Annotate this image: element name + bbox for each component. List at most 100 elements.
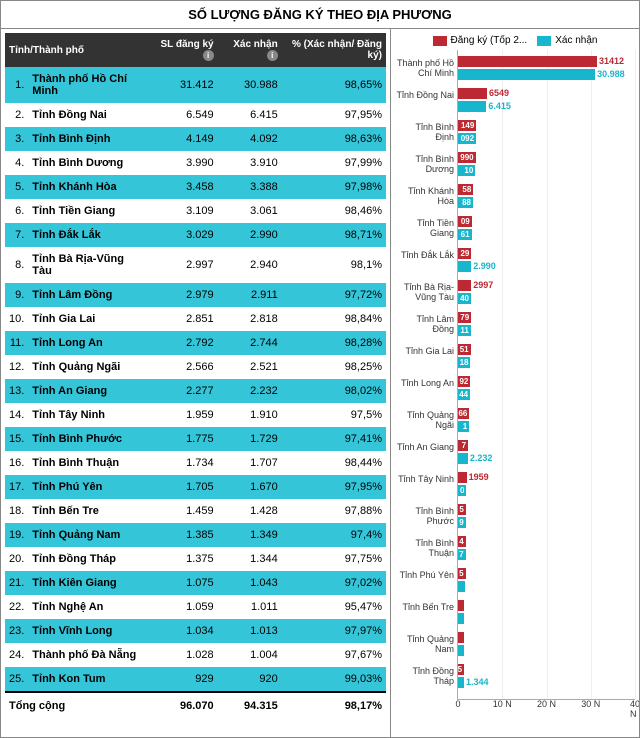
bar-reg[interactable]: 7 [458, 440, 468, 451]
bar-reg[interactable]: 4 [458, 536, 466, 547]
table-row[interactable]: 8.Tỉnh Bà Rịa-Vũng Tàu2.9972.94098,1% [5, 247, 386, 283]
info-icon[interactable]: i [267, 50, 278, 61]
col-pct[interactable]: % (Xác nhận/ Đăng ký) [282, 33, 386, 67]
table-row[interactable]: 20.Tỉnh Đồng Tháp1.3751.34497,75% [5, 547, 386, 571]
bar-conf[interactable] [458, 645, 464, 656]
bar-conf[interactable]: 10 [458, 165, 475, 176]
table-row[interactable]: 2.Tỉnh Đồng Nai6.5496.41597,95% [5, 103, 386, 127]
row-pct: 98,28% [282, 331, 386, 355]
bar-conf[interactable]: 44 [458, 389, 470, 400]
table-row[interactable]: 24.Thành phố Đà Nẵng1.0281.00497,67% [5, 643, 386, 667]
bar-reg[interactable]: 5 [458, 664, 464, 675]
chart-row[interactable]: Tỉnh Bình Định149092 [458, 118, 635, 146]
bar-reg[interactable]: 6549 [458, 88, 487, 99]
chart-row[interactable]: Tỉnh Lâm Đồng7911 [458, 310, 635, 338]
bar-reg[interactable]: 5 [458, 568, 466, 579]
bar-conf[interactable]: 1.344 [458, 677, 464, 688]
chart-row[interactable]: Tỉnh Gia Lai5118 [458, 342, 635, 370]
bar-conf[interactable]: 1 [458, 421, 469, 432]
table-row[interactable]: 25.Tỉnh Kon Tum92992099,03% [5, 667, 386, 692]
chart-row[interactable]: Tỉnh Khánh Hòa5888 [458, 182, 635, 210]
table-row[interactable]: 21.Tỉnh Kiên Giang1.0751.04397,02% [5, 571, 386, 595]
bar-reg[interactable]: 1959 [458, 472, 467, 483]
bar-reg[interactable]: 79 [458, 312, 471, 323]
bar-conf[interactable]: 40 [458, 293, 471, 304]
col-regs[interactable]: SL đăng ký i [146, 33, 217, 67]
col-confirms[interactable]: Xác nhận i [218, 33, 282, 67]
table-row[interactable]: 4.Tỉnh Bình Dương3.9903.91097,99% [5, 151, 386, 175]
bar-reg[interactable]: 58 [458, 184, 473, 195]
table-row[interactable]: 6.Tỉnh Tiền Giang3.1093.06198,46% [5, 199, 386, 223]
chart-row[interactable]: Tỉnh Tiền Giang0961 [458, 214, 635, 242]
chart-row[interactable]: Thành phố Hồ Chí Minh3141230.988 [458, 54, 635, 82]
table-row[interactable]: 3.Tỉnh Bình Định4.1494.09298,63% [5, 127, 386, 151]
chart-row[interactable]: Tỉnh Đồng Tháp51.344 [458, 662, 635, 690]
table-row[interactable]: 19.Tỉnh Quảng Nam1.3851.34997,4% [5, 523, 386, 547]
bar-conf[interactable]: 6.415 [458, 101, 486, 112]
table-row[interactable]: 18.Tỉnh Bến Tre1.4591.42897,88% [5, 499, 386, 523]
chart-row[interactable]: Tỉnh Đồng Nai65496.415 [458, 86, 635, 114]
bar-reg[interactable]: 990 [458, 152, 476, 163]
bar-conf[interactable]: 18 [458, 357, 470, 368]
chart-row-label: Tỉnh Đồng Tháp [396, 666, 454, 686]
table-row[interactable]: 17.Tỉnh Phú Yên1.7051.67097,95% [5, 475, 386, 499]
bar-conf[interactable]: 092 [458, 133, 476, 144]
bar-reg[interactable]: 149 [458, 120, 476, 131]
bar-reg[interactable]: 51 [458, 344, 471, 355]
legend-reg[interactable]: Đăng ký (Tốp 2... [433, 35, 528, 46]
table-row[interactable]: 12.Tỉnh Quảng Ngãi2.5662.52198,25% [5, 355, 386, 379]
chart-row[interactable]: Tỉnh Quảng Ngãi661 [458, 406, 635, 434]
table-row[interactable]: 15.Tỉnh Bình Phước1.7751.72997,41% [5, 427, 386, 451]
chart-row[interactable]: Tỉnh Bình Dương99010 [458, 150, 635, 178]
bar-conf[interactable]: 88 [458, 197, 473, 208]
col-province[interactable]: Tỉnh/Thành phố [5, 33, 146, 67]
chart-row[interactable]: Tỉnh Bến Tre [458, 598, 635, 626]
bar-reg[interactable]: 29 [458, 248, 471, 259]
bar-conf[interactable]: 30.988 [458, 69, 595, 80]
chart-row[interactable]: Tỉnh Bà Rịa-Vũng Tàu299740 [458, 278, 635, 306]
chart-row[interactable]: Tỉnh Đắk Lắk292.990 [458, 246, 635, 274]
table-row[interactable]: 5.Tỉnh Khánh Hòa3.4583.38897,98% [5, 175, 386, 199]
bar-reg[interactable]: 09 [458, 216, 472, 227]
info-icon[interactable]: i [203, 50, 214, 61]
bar-conf[interactable] [458, 581, 465, 592]
chart-row[interactable]: Tỉnh An Giang72.232 [458, 438, 635, 466]
bar-conf[interactable]: 9 [458, 517, 466, 528]
bar-conf[interactable]: 61 [458, 229, 472, 240]
bar-reg[interactable]: 92 [458, 376, 470, 387]
chart-row[interactable]: Tỉnh Quảng Nam [458, 630, 635, 658]
table-row[interactable]: 22.Tỉnh Nghệ An1.0591.01195,47% [5, 595, 386, 619]
legend-conf[interactable]: Xác nhận [537, 35, 597, 46]
chart-row[interactable]: Tỉnh Long An9244 [458, 374, 635, 402]
bar-conf[interactable] [458, 613, 464, 624]
x-tick-label: 10 N [493, 699, 512, 709]
chart-row[interactable]: Tỉnh Tây Ninh19590 [458, 470, 635, 498]
row-pct: 97,72% [282, 283, 386, 307]
chart-row[interactable]: Tỉnh Phú Yên5 [458, 566, 635, 594]
table-row[interactable]: 1.Thành phố Hồ Chí Minh31.41230.98898,65… [5, 67, 386, 103]
bar-reg[interactable]: 2997 [458, 280, 471, 291]
chart-row-label: Tỉnh Bà Rịa-Vũng Tàu [396, 282, 454, 302]
row-name: Tỉnh Nghệ An [28, 595, 146, 619]
table-row[interactable]: 11.Tỉnh Long An2.7922.74498,28% [5, 331, 386, 355]
table-row[interactable]: 9.Tỉnh Lâm Đồng2.9792.91197,72% [5, 283, 386, 307]
table-row[interactable]: 16.Tỉnh Bình Thuận1.7341.70798,44% [5, 451, 386, 475]
bar-conf[interactable]: 2.232 [458, 453, 468, 464]
bar-conf[interactable]: 7 [458, 549, 466, 560]
bar-conf[interactable]: 0 [458, 485, 466, 496]
table-row[interactable]: 10.Tỉnh Gia Lai2.8512.81898,84% [5, 307, 386, 331]
bar-conf[interactable]: 11 [458, 325, 471, 336]
bar-reg[interactable] [458, 600, 464, 611]
bar-reg[interactable]: 31412 [458, 56, 597, 67]
table-row[interactable]: 23.Tỉnh Vĩnh Long1.0341.01397,97% [5, 619, 386, 643]
bar-reg[interactable]: 66 [458, 408, 469, 419]
bar-conf[interactable]: 2.990 [458, 261, 471, 272]
bar-reg[interactable]: 5 [458, 504, 466, 515]
table-row[interactable]: 7.Tỉnh Đắk Lắk3.0292.99098,71% [5, 223, 386, 247]
chart-row[interactable]: Tỉnh Bình Phước59 [458, 502, 635, 530]
row-reg: 4.149 [146, 127, 217, 151]
table-row[interactable]: 13.Tỉnh An Giang2.2772.23298,02% [5, 379, 386, 403]
chart-row[interactable]: Tỉnh Bình Thuận47 [458, 534, 635, 562]
table-row[interactable]: 14.Tỉnh Tây Ninh1.9591.91097,5% [5, 403, 386, 427]
bar-reg[interactable] [458, 632, 464, 643]
